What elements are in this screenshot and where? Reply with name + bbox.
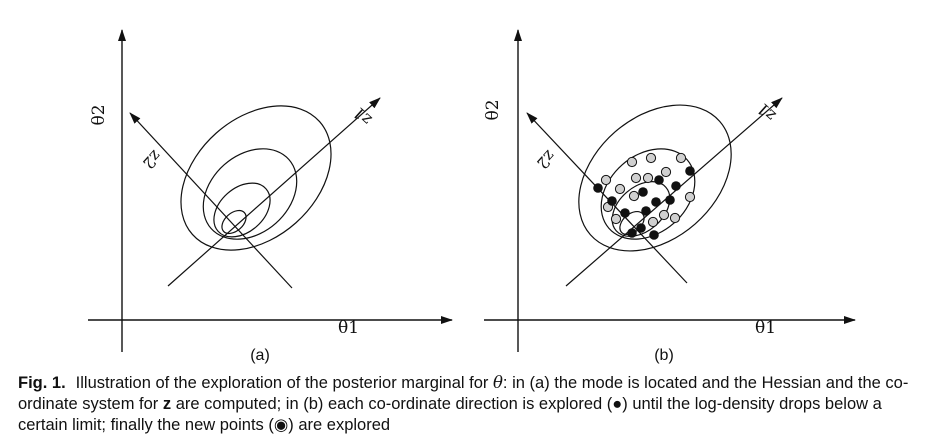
black-point-10 [671, 181, 681, 191]
contour-2 [600, 148, 696, 240]
caption-bold-z: z [162, 395, 172, 413]
caption-text-2: : in (a) the mode is located and the Hes… [18, 374, 909, 413]
black-point-8 [651, 197, 661, 207]
grey-point-6 [630, 172, 642, 184]
black-point-4 [627, 228, 637, 238]
grey-point-10 [628, 190, 640, 202]
black-point-13 [654, 175, 664, 185]
black-point-11 [685, 166, 695, 176]
grey-points [600, 152, 696, 228]
z2-axis [526, 112, 688, 284]
grey-point-9 [610, 213, 622, 225]
z2-label: z2 [533, 146, 560, 173]
z1-axis [565, 97, 783, 287]
black-point-6 [649, 230, 659, 240]
caption-label: Fig. 1. [18, 374, 66, 392]
black-point-5 [636, 223, 646, 233]
grey-point-12 [647, 216, 659, 228]
grey-point-7 [660, 166, 672, 178]
caption-theta: θ [492, 373, 503, 392]
contour-1 [578, 104, 732, 252]
caption-text-3: are computed; in (b) each co-ordinate di… [18, 395, 882, 434]
panel-label: (b) [654, 347, 674, 364]
x-axis-label: θ1 [338, 318, 359, 338]
x-axis-label: θ1 [755, 318, 776, 338]
figure-caption: Fig. 1. Illustration of the exploration o… [18, 372, 928, 436]
z2-label: z2 [139, 146, 166, 173]
contour-3 [213, 182, 271, 238]
figure: θ1 θ2 z1 z2 (a) θ1 θ2 z1 z2 (b) [88, 29, 856, 364]
black-point-1 [593, 183, 603, 193]
panel-b: θ1 θ2 z1 z2 (b) [483, 29, 856, 364]
caption-text-1: Illustration of the exploration of the p… [75, 374, 493, 392]
black-point-3 [620, 208, 630, 218]
grey-point-3 [675, 152, 687, 164]
grey-point-5 [614, 183, 626, 195]
y-axis-label: θ2 [483, 99, 503, 120]
black-point-7 [641, 206, 651, 216]
z1-label: z1 [349, 103, 376, 130]
y-axis-label: θ2 [89, 104, 109, 125]
grey-point-11 [658, 209, 670, 221]
panel-label: (a) [250, 347, 270, 364]
contour-1 [180, 105, 332, 251]
grey-point-14 [684, 191, 696, 203]
grey-point-13 [669, 212, 681, 224]
grey-point-4 [600, 174, 612, 186]
grey-point-2 [645, 152, 657, 164]
z1-axis [167, 97, 381, 287]
grey-point-1 [626, 156, 638, 168]
black-point-12 [638, 187, 648, 197]
black-points [593, 166, 695, 240]
contour-4 [221, 209, 247, 235]
black-point-2 [607, 196, 617, 206]
z2-axis [129, 112, 293, 289]
black-point-9 [665, 195, 675, 205]
panel-a: θ1 θ2 z1 z2 (a) [88, 29, 453, 364]
contours [180, 105, 332, 251]
contour-2 [202, 148, 298, 240]
grey-point-15 [642, 172, 654, 184]
contour-3 [611, 181, 671, 237]
